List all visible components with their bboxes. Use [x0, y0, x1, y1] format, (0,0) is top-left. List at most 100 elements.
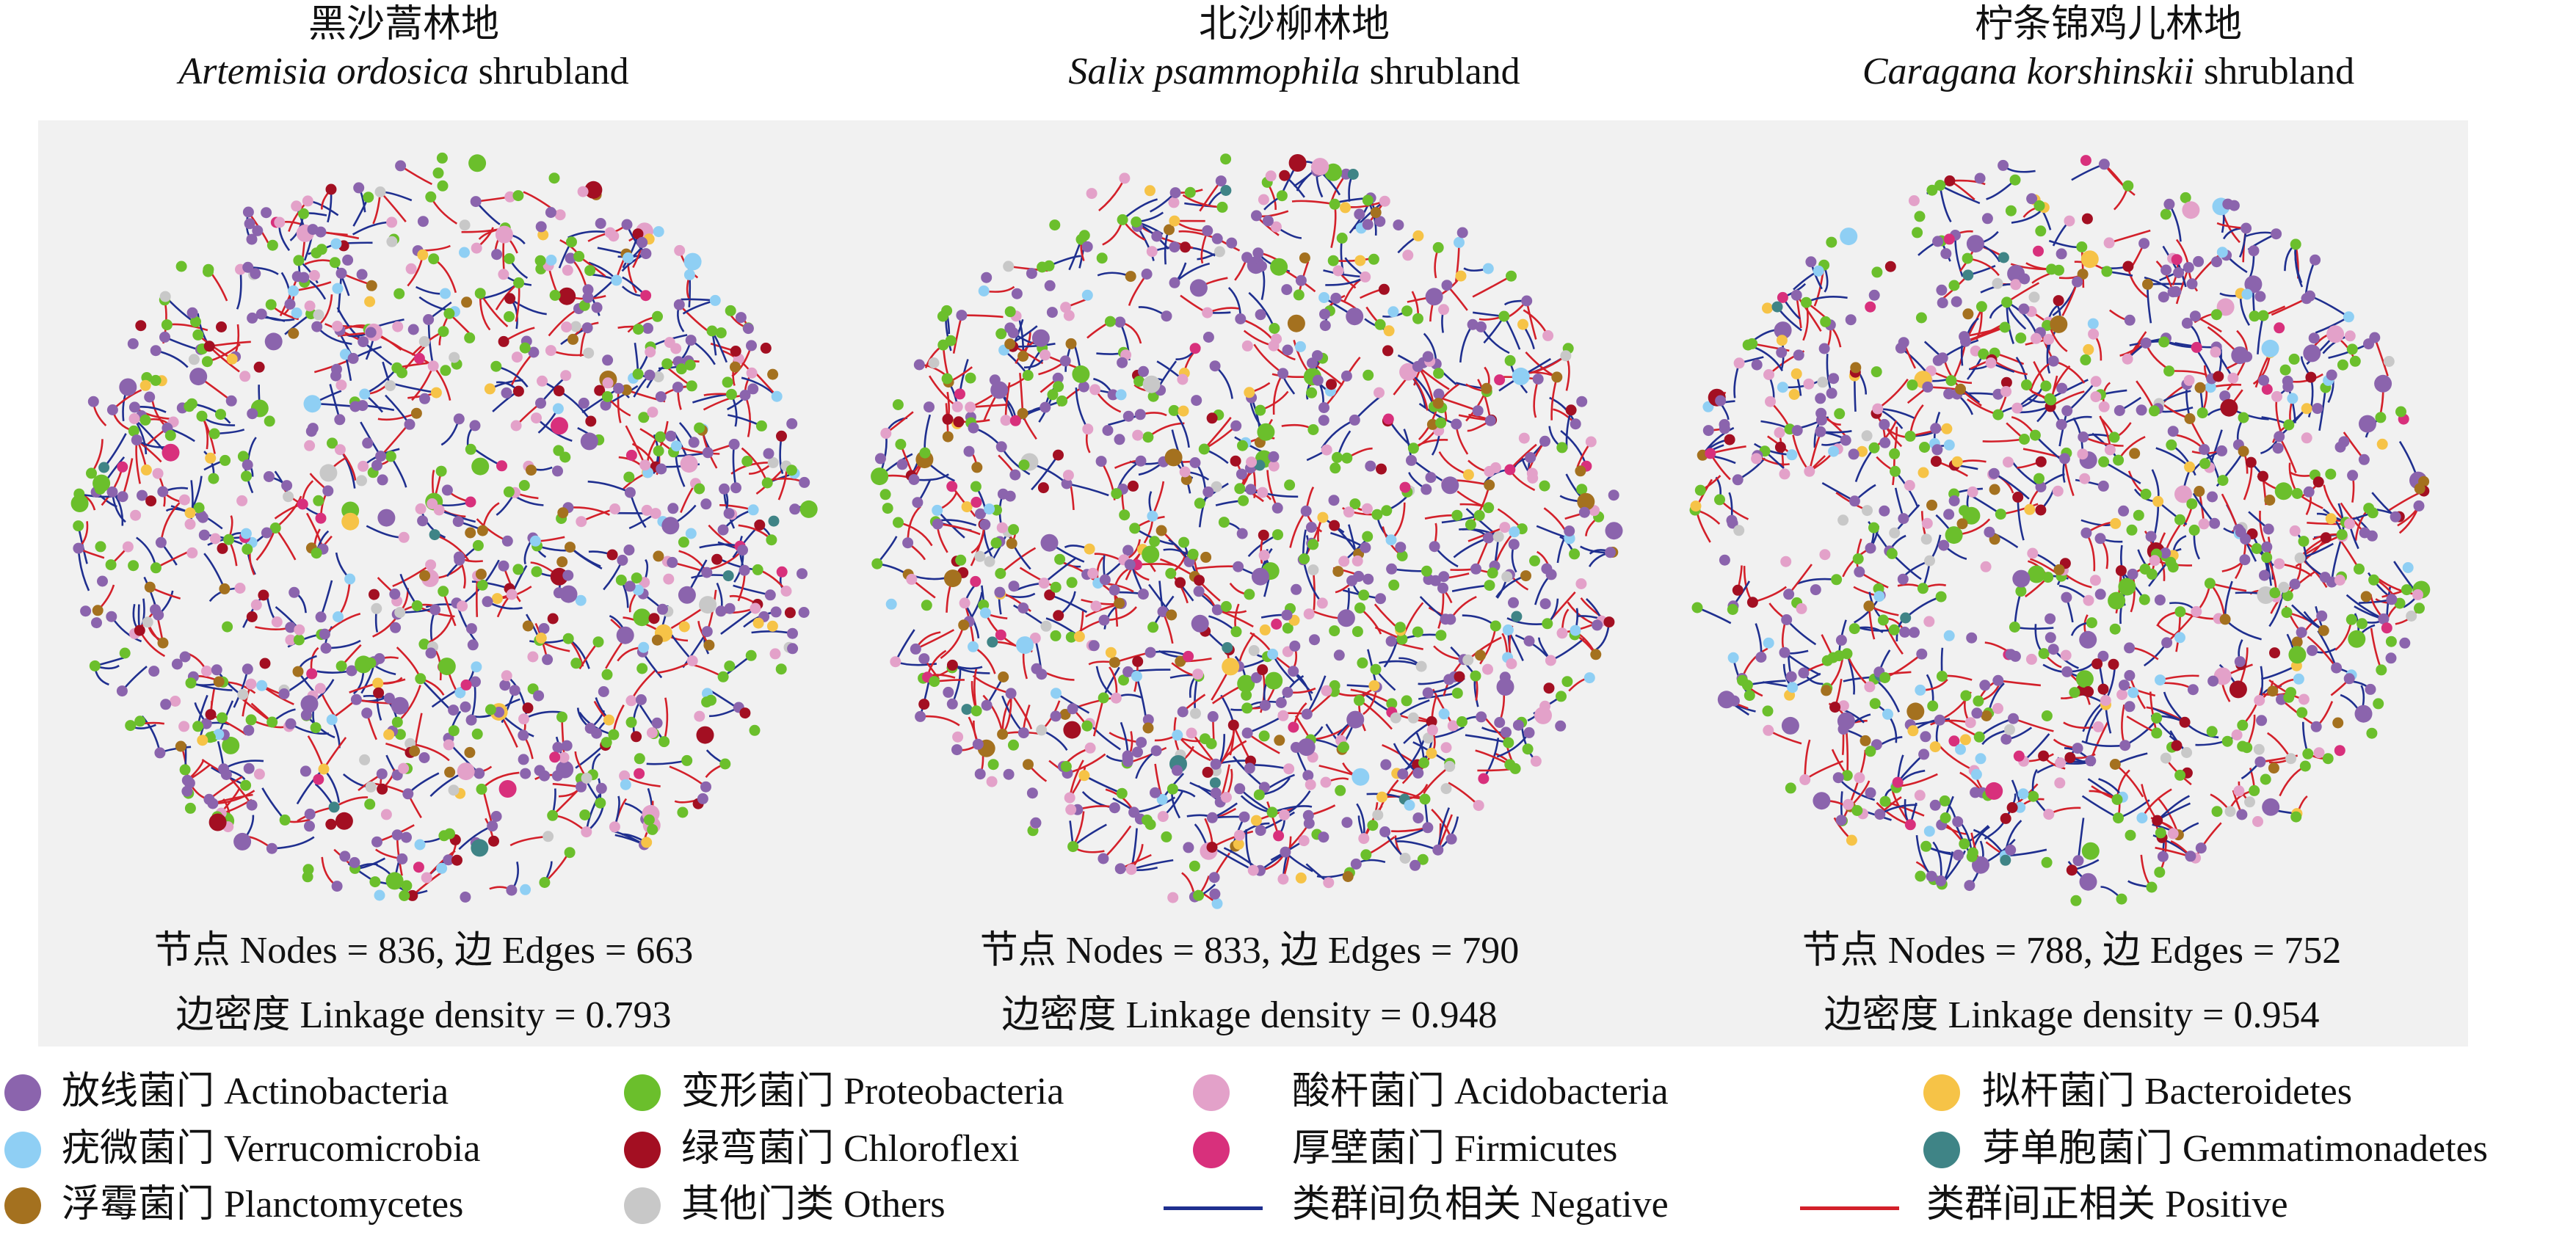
network-node — [1962, 308, 1974, 320]
network-node — [1257, 664, 1269, 676]
network-node — [1347, 169, 1359, 180]
network-node — [601, 669, 613, 680]
network-node — [1926, 499, 1937, 511]
network-node — [1897, 573, 1909, 585]
network-node — [488, 835, 499, 847]
network-node — [1777, 382, 1788, 393]
network-node — [311, 247, 322, 259]
network-node — [2097, 650, 2109, 662]
network-node — [1525, 452, 1536, 463]
network-node — [1592, 619, 1603, 631]
network-node — [984, 503, 995, 515]
network-node — [1200, 551, 1212, 563]
positive-edge — [1472, 275, 1512, 298]
network-node — [1244, 589, 1255, 600]
network-node — [665, 430, 677, 442]
network-node — [399, 890, 410, 901]
network-node — [946, 698, 958, 710]
network-node — [2035, 504, 2047, 516]
network-node — [1230, 420, 1242, 432]
network-node — [470, 676, 481, 688]
network-node — [1422, 822, 1434, 834]
network-node — [356, 269, 368, 280]
network-node — [1385, 534, 1397, 546]
panel-3-title: 柠条锦鸡儿林地 Caragana korshinskii shrubland — [1705, 1, 2512, 95]
network-node — [359, 754, 371, 765]
network-node — [2045, 632, 2056, 644]
network-node — [1542, 618, 1553, 630]
network-node — [1523, 727, 1535, 738]
network-node — [1509, 762, 1521, 774]
network-node — [1746, 597, 1758, 608]
network-node — [398, 531, 410, 543]
network-node — [678, 621, 690, 633]
panel-3-suffix: shrubland — [2204, 51, 2355, 92]
negative-edge — [2224, 619, 2262, 641]
network-node — [1090, 600, 1102, 612]
network-node — [609, 503, 621, 514]
network-node — [1440, 783, 1452, 795]
network-node — [2238, 445, 2249, 457]
network-node — [518, 480, 530, 491]
legend-label-chloroflexi: 绿弯菌门 Chloroflexi — [681, 1128, 1020, 1170]
network-node — [1109, 657, 1120, 669]
network-node — [2252, 816, 2263, 827]
network-node — [1539, 480, 1550, 492]
network-node — [106, 486, 118, 498]
network-node — [377, 783, 388, 795]
network-node — [1330, 292, 1342, 304]
positive-edge — [1253, 343, 1284, 374]
network-node — [722, 376, 733, 388]
network-node — [1258, 529, 1269, 541]
network-node — [651, 717, 663, 729]
network-node — [1719, 554, 1730, 566]
network-node — [1920, 534, 1932, 545]
network-node — [512, 385, 524, 397]
network-node — [304, 820, 315, 832]
network-node — [495, 225, 513, 244]
legend-label-actinobacteria: 放线菌门 Actinobacteria — [62, 1071, 449, 1113]
network-node — [476, 579, 488, 591]
network-node — [2038, 648, 2050, 660]
network-node — [2115, 565, 2127, 577]
network-node — [247, 312, 258, 324]
network-node — [2019, 434, 2030, 445]
network-node — [912, 497, 924, 509]
network-node — [576, 516, 587, 528]
network-node — [1354, 255, 1366, 266]
network-node — [653, 371, 664, 382]
network-node — [2012, 492, 2024, 503]
network-node — [2289, 525, 2301, 536]
network-node — [2006, 802, 2018, 813]
network-node — [2205, 382, 2216, 393]
network-node — [1435, 630, 1447, 641]
network-node — [2136, 812, 2148, 824]
network-node — [128, 413, 140, 424]
network-node — [2383, 356, 2395, 367]
network-node — [1826, 387, 1837, 399]
network-node — [342, 254, 354, 266]
network-node — [2061, 666, 2073, 677]
network-node — [2259, 569, 2270, 581]
network-node — [247, 408, 258, 420]
network-node — [490, 811, 502, 822]
network-node — [2000, 854, 2011, 866]
network-node — [1846, 834, 1857, 846]
network-node — [2301, 293, 2312, 305]
network-node — [2257, 310, 2269, 321]
network-node — [1376, 791, 1387, 803]
network-node — [413, 352, 425, 364]
network-node — [208, 813, 227, 831]
network-node — [747, 383, 759, 395]
network-node — [1828, 373, 1840, 385]
network-node — [1425, 288, 1443, 306]
network-node — [1763, 724, 1774, 736]
network-node — [871, 558, 883, 569]
network-node — [2296, 627, 2307, 638]
network-node — [1407, 443, 1419, 454]
network-node — [1270, 221, 1282, 233]
network-node — [385, 872, 404, 890]
network-node — [1329, 625, 1340, 637]
network-node — [2191, 341, 2202, 353]
network-node — [437, 180, 449, 192]
